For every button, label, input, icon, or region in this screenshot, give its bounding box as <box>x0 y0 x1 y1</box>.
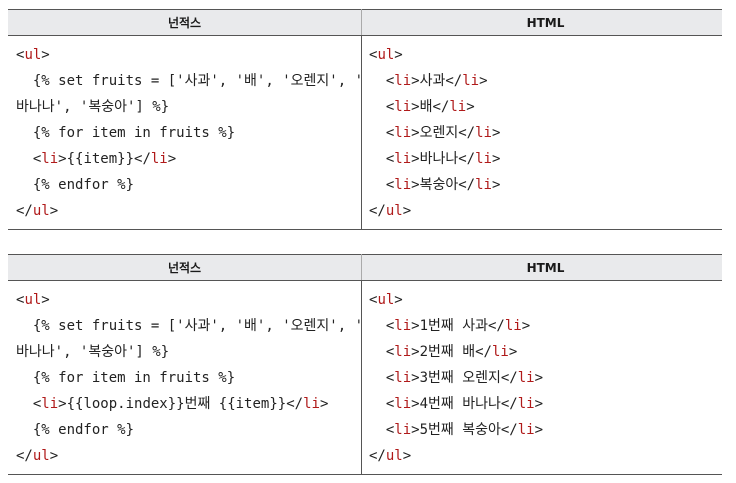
nunjucks-code-block: <ul> {% set fruits = ['사과', '배', '오렌지', … <box>8 35 363 230</box>
code-line: </ul> <box>16 448 59 464</box>
code-line: </ul> <box>16 203 59 219</box>
header-nunjucks: 넌적스 <box>8 254 362 281</box>
code-line: <ul> <box>16 47 50 63</box>
code-line: </ul> <box>369 448 412 464</box>
code-line: <li>{{loop.index}}번째 {{item}}</li> <box>16 396 329 412</box>
code-line: <li>사과</li> <box>369 73 488 89</box>
code-line: <ul> <box>16 292 50 308</box>
header-html: HTML <box>361 9 722 36</box>
code-line: <li>5번째 복숭아</li> <box>369 422 543 438</box>
header-nunjucks: 넌적스 <box>8 9 362 36</box>
code-line: <li>1번째 사과</li> <box>369 318 531 334</box>
code-line: {% endfor %} <box>16 422 135 438</box>
code-line: {% for item in fruits %} <box>16 125 236 141</box>
comparison-table-1: 넌적스 HTML <ul> {% set fruits = ['사과', '배'… <box>8 9 722 230</box>
code-line: 바나나', '복숭아'] %} <box>16 344 170 360</box>
code-line: {% for item in fruits %} <box>16 370 236 386</box>
code-line: <li>{{item}}</li> <box>16 151 177 167</box>
code-line: <li>4번째 바나나</li> <box>369 396 543 412</box>
code-line: </ul> <box>369 203 412 219</box>
code-line: <ul> <box>369 292 403 308</box>
code-line: <ul> <box>369 47 403 63</box>
code-line: 바나나', '복숭아'] %} <box>16 99 170 115</box>
code-line: {% set fruits = ['사과', '배', '오렌지', ' <box>16 73 363 89</box>
code-line: <li>2번째 배</li> <box>369 344 518 360</box>
html-code-block: <ul> <li>1번째 사과</li> <li>2번째 배</li> <li>… <box>361 280 722 475</box>
header-html: HTML <box>361 254 722 281</box>
nunjucks-code-block: <ul> {% set fruits = ['사과', '배', '오렌지', … <box>8 280 363 475</box>
code-line: {% set fruits = ['사과', '배', '오렌지', ' <box>16 318 363 334</box>
code-line: <li>바나나</li> <box>369 151 501 167</box>
code-line: <li>복숭아</li> <box>369 177 501 193</box>
code-line: <li>3번째 오렌지</li> <box>369 370 543 386</box>
code-line: <li>배</li> <box>369 99 475 115</box>
code-line: <li>오렌지</li> <box>369 125 501 141</box>
comparison-table-2: 넌적스 HTML <ul> {% set fruits = ['사과', '배'… <box>8 254 722 475</box>
html-code-block: <ul> <li>사과</li> <li>배</li> <li>오렌지</li>… <box>361 35 722 230</box>
code-line: {% endfor %} <box>16 177 135 193</box>
